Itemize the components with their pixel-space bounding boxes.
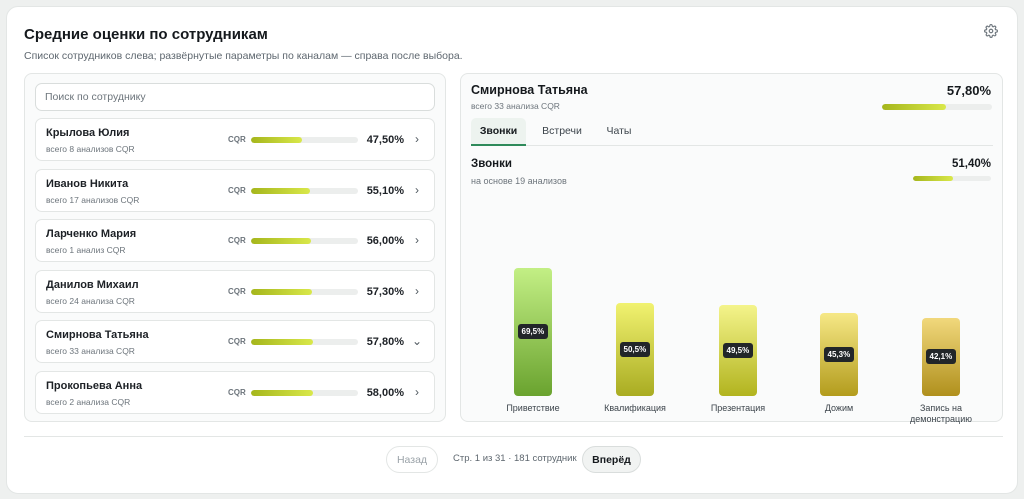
metric-label: CQR (228, 287, 246, 296)
chevron-right-icon[interactable]: › (415, 183, 419, 197)
pagination-info: Стр. 1 из 31 · 181 сотрудник (453, 453, 577, 464)
chart-category-label: Запись на демонстрацию (910, 403, 972, 424)
detail-employee-score: 57,80% (946, 83, 991, 98)
employee-name: Крылова Юлия (46, 127, 130, 139)
employee-analyses-count: всего 1 анализ CQR (46, 245, 126, 255)
employee-score-bar (251, 238, 358, 244)
footer-divider (24, 436, 1003, 437)
employee-score-bar-fill (251, 390, 314, 396)
next-page-button[interactable]: Вперёд (582, 446, 641, 473)
employee-score-bar (251, 339, 358, 345)
chevron-down-icon[interactable]: ⌄ (412, 334, 423, 348)
chevron-right-icon[interactable]: › (415, 385, 419, 399)
employee-score: 47,50% (366, 134, 404, 146)
tab-calls[interactable]: Звонки (471, 118, 526, 146)
employee-score-bar-fill (251, 188, 310, 194)
employee-score-bar-fill (251, 339, 313, 345)
chart-value-label: 42,1% (925, 349, 957, 364)
metric-label: CQR (228, 388, 246, 397)
employee-row[interactable]: Смирнова Татьяна всего 33 анализа CQR CQR 5… (35, 320, 435, 363)
employee-analyses-count: всего 33 анализа CQR (46, 346, 135, 356)
chart-category-label: Презентация (710, 403, 766, 413)
chart-value-label: 45,3% (823, 346, 855, 362)
employee-score-bar (251, 390, 358, 396)
employee-row[interactable]: Прокопьева Анна всего 2 анализа CQR CQR 58,… (35, 371, 435, 414)
gear-icon[interactable] (984, 24, 998, 38)
metric-label: CQR (228, 337, 246, 346)
employee-score-bar (251, 188, 358, 194)
employee-score-bar-fill (251, 137, 302, 143)
employee-score-bar (251, 289, 358, 295)
channel-bar-chart: 69,5% Приветствие 50,5% Квалификация 49,5% Пр… (461, 254, 1004, 424)
detail-score-bar-fill (882, 104, 946, 110)
employee-row[interactable]: Данилов Михаил всего 24 анализа CQR CQR 57,… (35, 270, 435, 313)
chevron-right-icon[interactable]: › (415, 284, 419, 298)
metric-label: CQR (228, 135, 246, 144)
employee-score: 55,10% (366, 185, 404, 197)
section-score-bar (913, 176, 991, 181)
page-subtitle: Список сотрудников слева; развёрнутые па… (24, 50, 463, 62)
employee-score: 57,80% (366, 336, 404, 348)
chart-category-label: Квалификация (604, 403, 666, 413)
chart-value-label: 50,5% (619, 341, 651, 357)
chart-category-label: Дожим (824, 403, 854, 413)
employee-detail-panel: Смирнова Татьяна всего 33 анализа CQR 57… (460, 73, 1004, 424)
channel-tabs: Звонки Встречи Чаты (471, 118, 993, 146)
chart-value-label: 49,5% (722, 342, 754, 358)
employee-score: 56,00% (366, 235, 404, 247)
employee-analyses-count: всего 24 анализа CQR (46, 296, 135, 306)
section-score-bar-fill (913, 176, 954, 181)
employee-list-panel: Крылова Юлия всего 8 анализов CQR CQR 47,50… (24, 73, 446, 422)
metric-label: CQR (228, 186, 246, 195)
employee-ratings-card: Средние оценки по сотрудникам Список сот… (6, 6, 1018, 494)
employee-score: 57,30% (366, 286, 404, 298)
chevron-right-icon[interactable]: › (415, 132, 419, 146)
tab-meetings[interactable]: Встречи (542, 125, 582, 137)
tab-chats[interactable]: Чаты (606, 125, 632, 137)
employee-name: Прокопьева Анна (46, 380, 143, 392)
detail-score-bar (882, 104, 992, 110)
employee-score-bar-fill (251, 238, 311, 244)
chart-category-label: Приветствие (506, 403, 560, 413)
employee-row[interactable]: Крылова Юлия всего 8 анализов CQR CQR 47,50… (35, 118, 435, 161)
employee-row[interactable]: Иванов Никита всего 17 анализов CQR CQR 55,… (35, 169, 435, 212)
chevron-right-icon[interactable]: › (415, 233, 419, 247)
section-subtitle: на основе 19 анализов (471, 176, 567, 186)
page-title: Средние оценки по сотрудникам (24, 26, 268, 43)
employee-row[interactable]: Ларченко Мария всего 1 анализ CQR CQR 56,00… (35, 219, 435, 262)
employee-score: 58,00% (366, 387, 404, 399)
employee-name: Смирнова Татьяна (46, 329, 149, 341)
employee-score-bar (251, 137, 358, 143)
employee-name: Ларченко Мария (46, 228, 137, 240)
employee-analyses-count: всего 8 анализов CQR (46, 144, 135, 154)
employee-name: Данилов Михаил (46, 279, 139, 291)
employee-score-bar-fill (251, 289, 313, 295)
employee-analyses-count: всего 17 анализов CQR (46, 195, 140, 205)
prev-page-button[interactable]: Назад (386, 446, 438, 473)
chart-value-label: 69,5% (517, 324, 549, 339)
search-input[interactable] (35, 83, 435, 111)
section-title: Звонки (471, 158, 512, 170)
detail-employee-subtitle: всего 33 анализа CQR (471, 101, 560, 111)
metric-label: CQR (228, 236, 246, 245)
employee-analyses-count: всего 2 анализа CQR (46, 397, 131, 407)
section-score: 51,40% (951, 158, 991, 170)
employee-name: Иванов Никита (46, 178, 129, 190)
detail-employee-name: Смирнова Татьяна (471, 83, 588, 97)
